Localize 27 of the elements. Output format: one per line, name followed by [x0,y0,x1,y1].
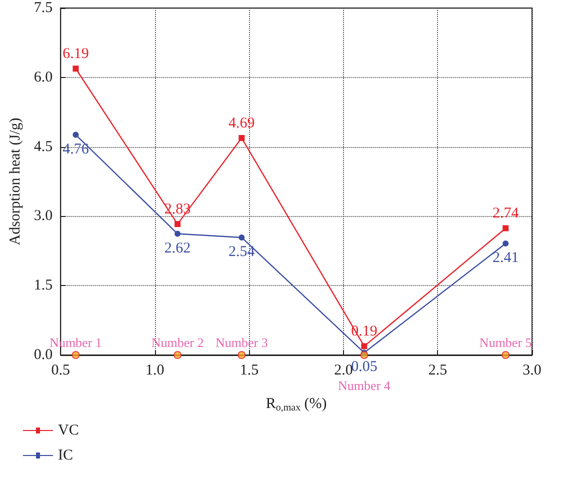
y-tick-label: 6.0 [34,69,53,86]
y-tick-label: 1.5 [34,278,53,294]
data-label: 4.76 [62,141,90,158]
data-label: 0.05 [351,359,378,376]
annotation: Number 3 [215,335,268,350]
legend-label: VC [58,422,79,438]
data-label: 2.54 [228,244,256,260]
x-tick-label: 0.5 [51,362,70,378]
x-tick-label: 3.0 [522,362,542,378]
data-label: 2.62 [164,240,191,256]
data-label: 2.41 [492,250,519,266]
data-label: 4.69 [228,116,255,132]
x-tick-label: 2.5 [428,362,448,378]
annotation: Number 4 [338,378,391,393]
annotation: Number 5 [479,335,532,350]
x-tick-label: 1.5 [240,362,259,378]
annotation: Number 2 [151,335,204,350]
y-tick-label: 4.5 [34,138,53,155]
data-label: 6.19 [62,46,89,62]
y-tick-label: 0.0 [34,347,53,363]
y-axis-title: Adsorption heat (J/g) [8,118,24,246]
data-label: 2.74 [492,206,520,222]
y-tick-label: 7.5 [34,0,53,16]
y-tick-label: 3.0 [34,208,53,224]
x-tick-label: 2.0 [334,362,353,378]
x-tick-label: 1.0 [146,362,164,378]
legend-label: IC [58,448,73,464]
